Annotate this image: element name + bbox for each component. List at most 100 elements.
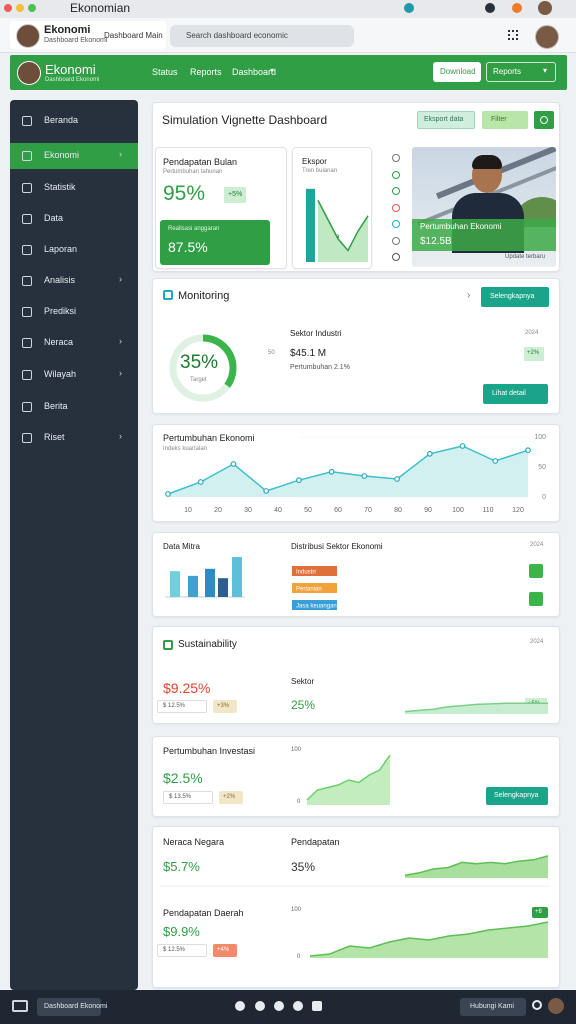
partners-check[interactable] bbox=[529, 564, 543, 578]
browser-bar bbox=[0, 0, 576, 18]
window-max[interactable] bbox=[28, 4, 36, 12]
sidebar-item[interactable]: Riset bbox=[44, 432, 65, 442]
balance-value: $5.7% bbox=[163, 859, 200, 874]
sustain-value: $9.25% bbox=[163, 680, 211, 696]
nav-link[interactable]: Dashboard bbox=[232, 67, 277, 77]
download-button[interactable] bbox=[433, 62, 481, 82]
footer-right-button[interactable] bbox=[460, 998, 526, 1016]
profile-avatar[interactable] bbox=[538, 1, 552, 15]
partners-right-meta: 2024 bbox=[530, 542, 544, 548]
photo-overlay bbox=[412, 219, 556, 251]
quick-icon[interactable] bbox=[392, 236, 400, 245]
sidebar-icon bbox=[22, 307, 32, 317]
quick-icon[interactable] bbox=[392, 220, 400, 228]
quick-icon[interactable] bbox=[392, 203, 400, 212]
invest-axis-bottom: 0 bbox=[297, 799, 301, 805]
window-min[interactable] bbox=[16, 4, 24, 12]
sidebar-item[interactable]: Wilayah bbox=[44, 369, 77, 379]
footer-icon[interactable] bbox=[532, 1000, 542, 1010]
sidebar-item[interactable]: Statistik bbox=[44, 182, 76, 192]
sidebar-item[interactable]: Laporan bbox=[44, 244, 78, 254]
address-bar[interactable] bbox=[170, 25, 354, 47]
sidebar-item[interactable]: Ekonomi bbox=[44, 150, 80, 160]
reports-label: Reports bbox=[493, 67, 522, 76]
social-icon[interactable] bbox=[274, 1001, 284, 1011]
sidebar-chevron: › bbox=[119, 368, 122, 378]
partners-card bbox=[152, 532, 560, 617]
quick-icon[interactable] bbox=[392, 170, 400, 179]
summary-title: Simulation Vignette Dashboard bbox=[162, 113, 328, 127]
monitor-button[interactable] bbox=[481, 287, 549, 307]
footer-avatar[interactable] bbox=[548, 998, 564, 1014]
monitor-right-meta: 2024 bbox=[525, 330, 539, 336]
pill-label: +2% bbox=[223, 794, 236, 800]
filter-button[interactable] bbox=[482, 111, 528, 129]
monitor-icon bbox=[163, 290, 173, 300]
sustain-meta: 2024 bbox=[530, 639, 544, 645]
social-icon[interactable] bbox=[255, 1001, 265, 1011]
nav-link[interactable]: Status bbox=[152, 67, 178, 77]
monitor-axis: 50 bbox=[268, 350, 275, 356]
social-icon[interactable] bbox=[293, 1001, 303, 1011]
nav-link[interactable]: Reports bbox=[190, 67, 222, 77]
monitor-link-label: Lihat detail bbox=[492, 390, 526, 397]
footer-right-label: Hubungi Kami bbox=[470, 1003, 514, 1010]
window-close[interactable] bbox=[4, 4, 12, 12]
quick-icon[interactable] bbox=[392, 187, 400, 195]
ext-icon[interactable] bbox=[485, 3, 495, 13]
pill bbox=[157, 700, 207, 713]
sustain-title: Sustainability bbox=[178, 639, 237, 650]
footer-logo[interactable] bbox=[12, 1000, 28, 1012]
pill-label: $ 13.5% bbox=[169, 794, 192, 800]
sidebar-icon bbox=[22, 370, 32, 380]
social-icon[interactable] bbox=[312, 1001, 322, 1011]
quick-icon[interactable] bbox=[392, 154, 400, 162]
pill bbox=[213, 700, 237, 713]
balance2-title: Pendapatan Daerah bbox=[163, 908, 244, 918]
balance2-axis-bottom: 0 bbox=[297, 954, 301, 960]
pill bbox=[219, 791, 243, 804]
monitor-right-title: Sektor Industri bbox=[290, 329, 342, 338]
balance2-tag bbox=[532, 907, 548, 918]
sidebar-item[interactable]: Analisis bbox=[44, 275, 76, 285]
partners-check[interactable] bbox=[529, 592, 543, 606]
refresh-icon bbox=[540, 116, 548, 124]
tab-sub: Dashboard Ekonomi bbox=[44, 37, 108, 44]
monitor-link[interactable] bbox=[483, 384, 548, 404]
sidebar-item[interactable]: Prediksi bbox=[44, 306, 77, 316]
ext-icon[interactable] bbox=[404, 3, 414, 13]
monitor-chevron: › bbox=[467, 290, 471, 301]
invest-button[interactable] bbox=[486, 787, 548, 805]
balance2-tag-label: +8 bbox=[535, 909, 542, 915]
sidebar-item[interactable]: Beranda bbox=[44, 115, 79, 125]
ext-icon[interactable] bbox=[512, 3, 522, 13]
footer-left-button[interactable] bbox=[37, 998, 101, 1016]
invest-axis-top: 100 bbox=[291, 747, 302, 753]
monitor-amount: $45.1 M bbox=[290, 348, 327, 359]
sidebar-item[interactable]: Data bbox=[44, 213, 64, 223]
sidebar-chevron: › bbox=[119, 431, 122, 441]
social-icon[interactable] bbox=[235, 1001, 245, 1011]
monitor-title: Monitoring bbox=[178, 290, 230, 302]
user-avatar[interactable] bbox=[535, 25, 559, 49]
monitor-badge bbox=[524, 347, 544, 361]
footer-left-label: Dashboard Ekonomi bbox=[44, 1003, 108, 1010]
reports-button[interactable] bbox=[486, 62, 556, 82]
nav-caret: ▾ bbox=[270, 66, 275, 75]
sustain-icon bbox=[163, 640, 173, 650]
sidebar-item[interactable]: Neraca bbox=[44, 337, 74, 347]
value-box bbox=[160, 220, 270, 265]
apps-icon[interactable] bbox=[508, 30, 518, 40]
monitor-button-label: Selengkapnya bbox=[490, 293, 535, 300]
pill-label: $ 12.5% bbox=[163, 947, 186, 953]
monitor-amount-sub: Pertumbuhan 2.1% bbox=[290, 364, 350, 371]
quick-icon[interactable] bbox=[392, 253, 400, 261]
sidebar-item[interactable]: Berita bbox=[44, 401, 68, 411]
tab-avatar bbox=[16, 24, 40, 48]
tab-title[interactable]: Ekonomian bbox=[70, 1, 131, 15]
balance-right-title: Pendapatan bbox=[291, 837, 340, 847]
balance-card bbox=[152, 826, 560, 988]
reports-caret: ▾ bbox=[543, 66, 548, 75]
export-button[interactable] bbox=[417, 111, 475, 129]
balance-title: Neraca Negara bbox=[163, 837, 225, 847]
